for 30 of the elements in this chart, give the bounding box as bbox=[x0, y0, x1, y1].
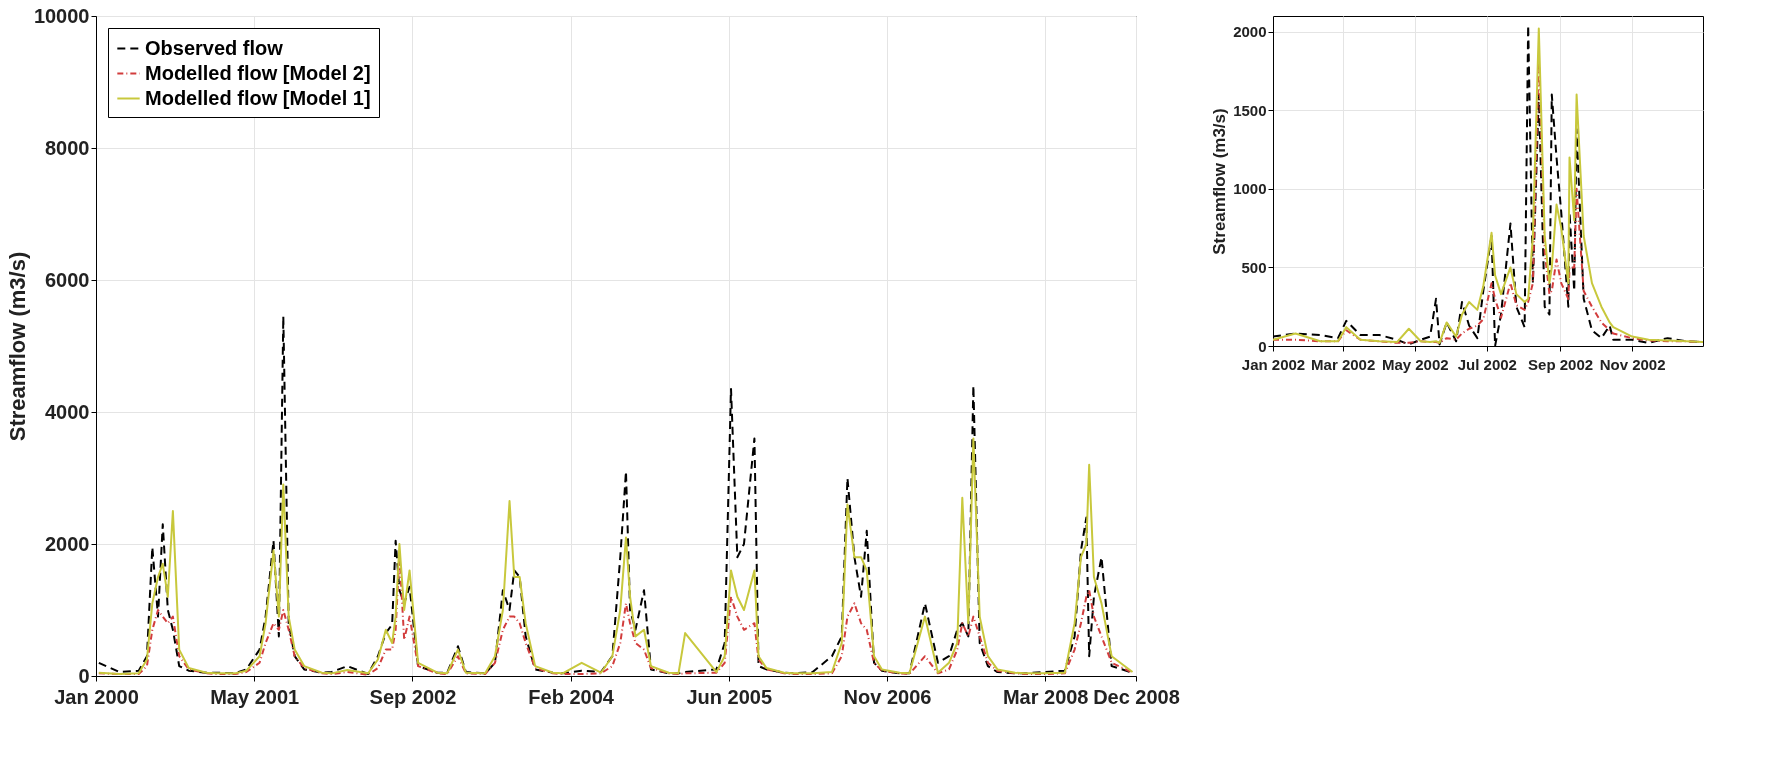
x-tick-label: Nov 2002 bbox=[1599, 355, 1666, 373]
legend-label: Modelled flow [Model 2] bbox=[145, 61, 371, 84]
y-axis-title: Streamflow (m3/s) bbox=[1210, 108, 1230, 255]
y-tick-label: 0 bbox=[78, 664, 90, 687]
x-tick-label: Dec 2008 bbox=[1093, 685, 1180, 708]
x-tick-label: Nov 2006 bbox=[843, 685, 932, 708]
x-tick-label: Feb 2004 bbox=[528, 685, 615, 708]
y-tick-label: 500 bbox=[1241, 258, 1267, 276]
x-tick-label: Mar 2008 bbox=[1002, 685, 1089, 708]
y-tick-label: 10000 bbox=[33, 4, 90, 27]
y-tick-label: 2000 bbox=[1233, 23, 1267, 41]
y-tick-label: 2000 bbox=[45, 532, 90, 555]
y-tick-label: 0 bbox=[1258, 337, 1267, 355]
x-tick-label: Jul 2002 bbox=[1457, 355, 1517, 373]
x-tick-label: May 2002 bbox=[1381, 355, 1449, 373]
legend-label: Modelled flow [Model 1] bbox=[145, 86, 371, 109]
y-tick-label: 8000 bbox=[45, 136, 90, 159]
x-tick-label: Jan 2002 bbox=[1241, 355, 1306, 373]
x-tick-label: Jun 2005 bbox=[686, 685, 773, 708]
y-tick-label: 6000 bbox=[45, 268, 90, 291]
y-tick-label: 4000 bbox=[45, 400, 90, 423]
y-tick-label: 1000 bbox=[1233, 180, 1267, 198]
y-tick-label: 1500 bbox=[1233, 101, 1267, 119]
x-tick-label: Mar 2002 bbox=[1311, 355, 1376, 373]
y-axis-title: Streamflow (m3/s) bbox=[4, 251, 30, 442]
x-tick-label: Sep 2002 bbox=[369, 685, 457, 708]
x-tick-label: Jan 2000 bbox=[54, 685, 139, 708]
legend-label: Observed flow bbox=[145, 36, 284, 59]
x-tick-label: May 2001 bbox=[210, 685, 300, 708]
x-tick-label: Sep 2002 bbox=[1528, 355, 1594, 373]
